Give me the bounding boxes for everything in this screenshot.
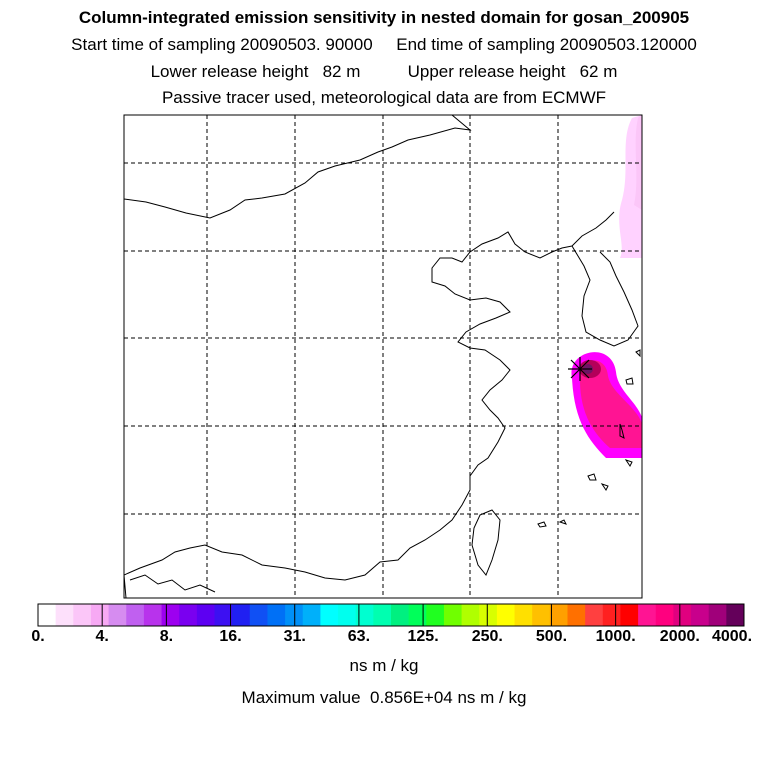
colorbar-swatch	[620, 604, 639, 626]
colorbar-tick-label: 63.	[347, 628, 371, 645]
max-value-text: Maximum value 0.856E+04 ns m / kg	[241, 688, 527, 707]
colorbar-unit: ns m / kg	[349, 656, 419, 675]
colorbar-tick-label: 500.	[535, 628, 568, 645]
colorbar-swatch	[126, 604, 145, 626]
colorbar	[37, 603, 745, 627]
colorbar-swatch	[532, 604, 551, 626]
colorbar-swatch	[426, 604, 445, 626]
colorbar-swatch	[726, 604, 745, 626]
colorbar-swatch	[443, 604, 463, 626]
colorbar-swatch	[73, 604, 92, 626]
colorbar-swatch	[285, 604, 304, 626]
colorbar-swatch	[373, 604, 392, 626]
colorbar-swatch	[549, 604, 568, 626]
colorbar-swatch	[249, 604, 268, 626]
colorbar-swatch	[479, 604, 498, 626]
colorbar-tick-label: 16.	[219, 628, 242, 645]
colorbar-swatch	[585, 604, 604, 626]
map-content	[124, 115, 642, 598]
colorbar-swatch	[602, 604, 621, 626]
colorbar-swatch	[496, 604, 516, 626]
colorbar-swatch	[179, 604, 198, 626]
colorbar-tick-label: 4.	[95, 628, 109, 645]
colorbar-swatch	[214, 604, 233, 626]
colorbar-tick-label: 0.	[31, 628, 45, 645]
colorbar-tick-label: 250.	[471, 628, 503, 645]
colorbar-tick-label: 1000.	[595, 628, 636, 645]
colorbar-swatch	[338, 604, 357, 626]
sampling-time-line: Start time of sampling 20090503. 90000 E…	[71, 35, 697, 54]
colorbar-swatch	[355, 604, 374, 626]
map-frame	[123, 114, 643, 599]
faint-sensitivity-patch	[619, 115, 642, 258]
colorbar-tick-label: 2000.	[659, 628, 700, 645]
colorbar-swatch	[708, 604, 727, 626]
colorbar-swatch	[320, 604, 339, 626]
colorbar-tick-label: 125.	[407, 628, 439, 645]
release-height-line: Lower release height 82 m Upper release …	[150, 62, 618, 81]
colorbar-swatch	[514, 604, 533, 626]
colorbar-swatch	[302, 604, 321, 626]
colorbar-tick-label: 31.	[283, 628, 306, 645]
colorbar-swatch	[408, 604, 427, 626]
colorbar-swatch	[567, 604, 586, 626]
tracer-info-line: Passive tracer used, meteorological data…	[161, 88, 607, 107]
colorbar-border	[37, 603, 745, 627]
colorbar-swatch	[55, 604, 74, 626]
colorbar-swatch	[90, 604, 110, 626]
coastlines	[124, 115, 641, 598]
emission-sensitivity-plume	[571, 352, 642, 458]
colorbar-tick-label: 4000.	[711, 628, 753, 645]
colorbar-swatch	[38, 604, 57, 626]
colorbar-swatch	[232, 604, 251, 626]
colorbar-swatch	[196, 604, 215, 626]
colorbar-swatch	[638, 604, 657, 626]
colorbar-swatch	[143, 604, 163, 626]
colorbar-swatch	[673, 604, 692, 626]
colorbar-tick-label: 8.	[159, 628, 174, 645]
colorbar-swatch	[391, 604, 410, 626]
colorbar-swatch	[161, 604, 180, 626]
release-site-marker	[568, 357, 592, 381]
colorbar-swatch	[461, 604, 480, 626]
colorbar-swatch	[691, 604, 710, 626]
colorbar-swatch	[267, 604, 286, 626]
lat-lon-grid	[124, 115, 642, 598]
plot-title: Column-integrated emission sensitivity i…	[78, 8, 690, 27]
colorbar-swatch	[108, 604, 127, 626]
colorbar-swatch	[655, 604, 674, 626]
